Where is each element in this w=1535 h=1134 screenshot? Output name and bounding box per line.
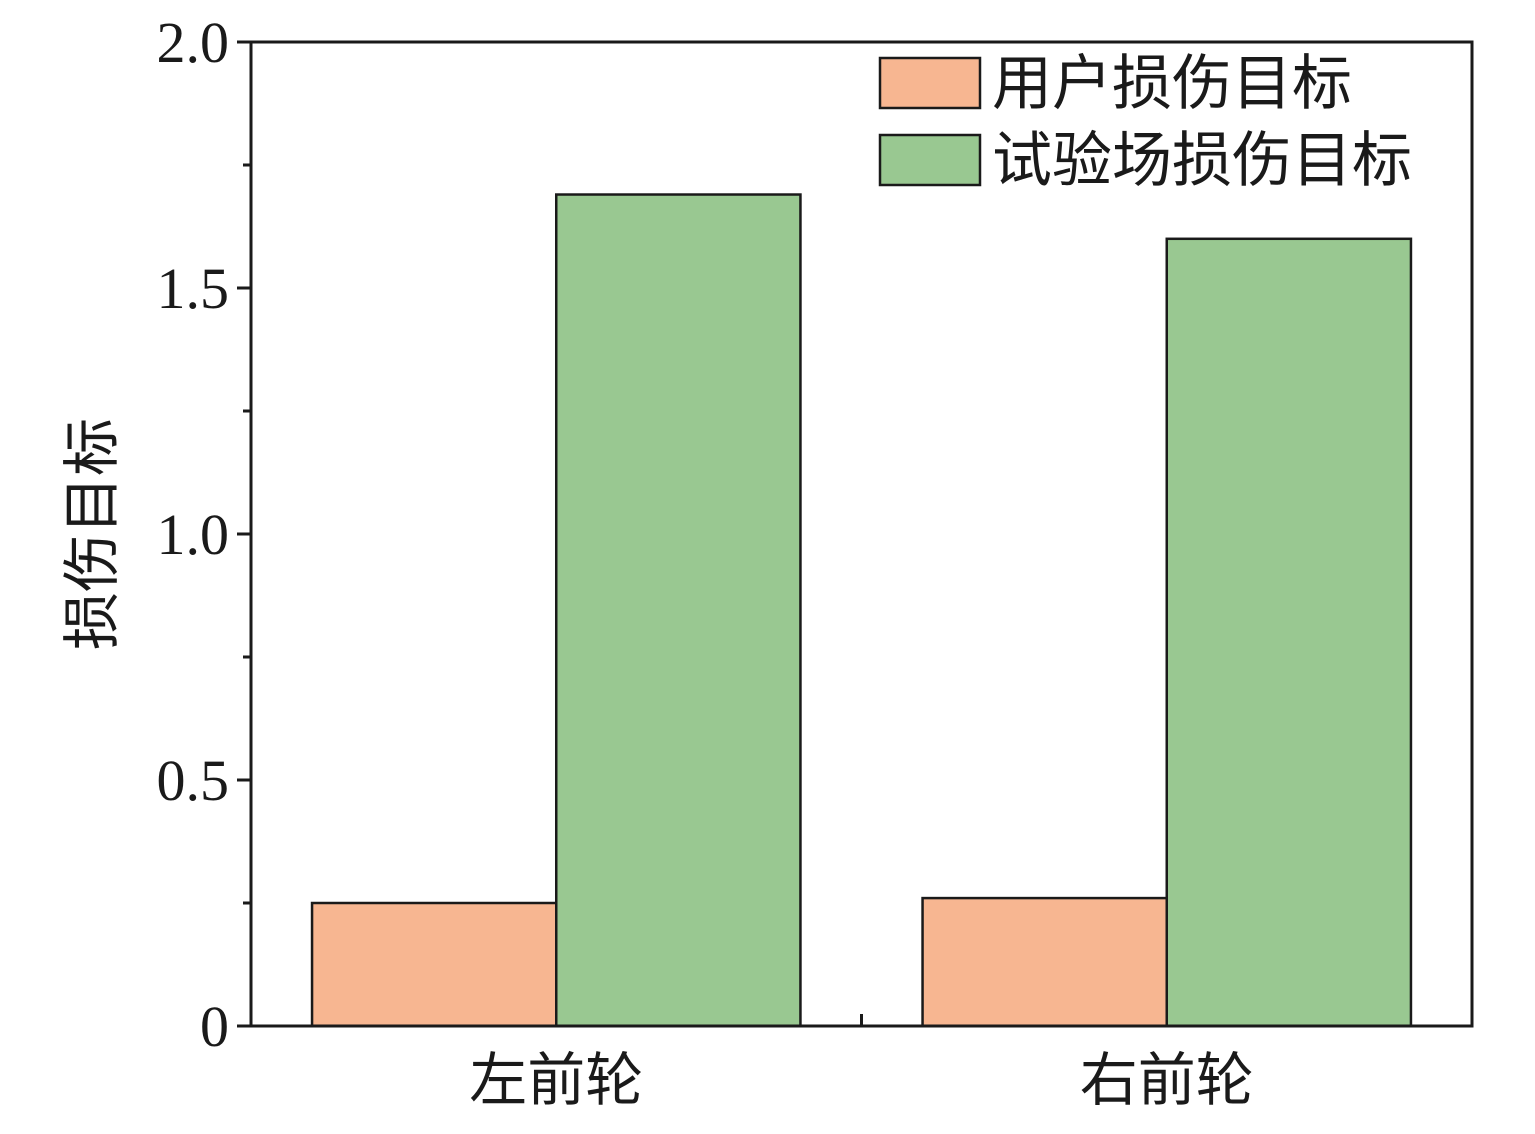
y-tick-label: 0 (200, 994, 229, 1059)
bars-layer (310, 193, 1413, 1028)
x-axis-labels: 左前轮 右前轮 (469, 1046, 1254, 1114)
y-tick-label: 2.0 (157, 10, 230, 75)
y-axis-title: 损伤目标 (58, 418, 126, 650)
legend-swatch (878, 133, 982, 187)
legend-label: 用户损伤目标 (992, 49, 1352, 119)
y-axis-ticks: 0 0.5 1.0 1.5 2.0 (157, 10, 251, 1059)
bar-2-2 (1165, 237, 1413, 1028)
y-tick-label: 0.5 (157, 748, 230, 813)
bar-2-1 (555, 193, 802, 1028)
x-tick-label: 左前轮 (469, 1046, 643, 1114)
x-tick-label: 右前轮 (1080, 1046, 1254, 1114)
bar-1-1 (310, 901, 558, 1028)
legend-label: 试验场损伤目标 (992, 126, 1412, 196)
y-tick-label: 1.5 (157, 256, 230, 321)
y-tick-label: 1.0 (157, 502, 230, 567)
bar-1-2 (921, 896, 1168, 1028)
legend-swatch (878, 56, 982, 110)
